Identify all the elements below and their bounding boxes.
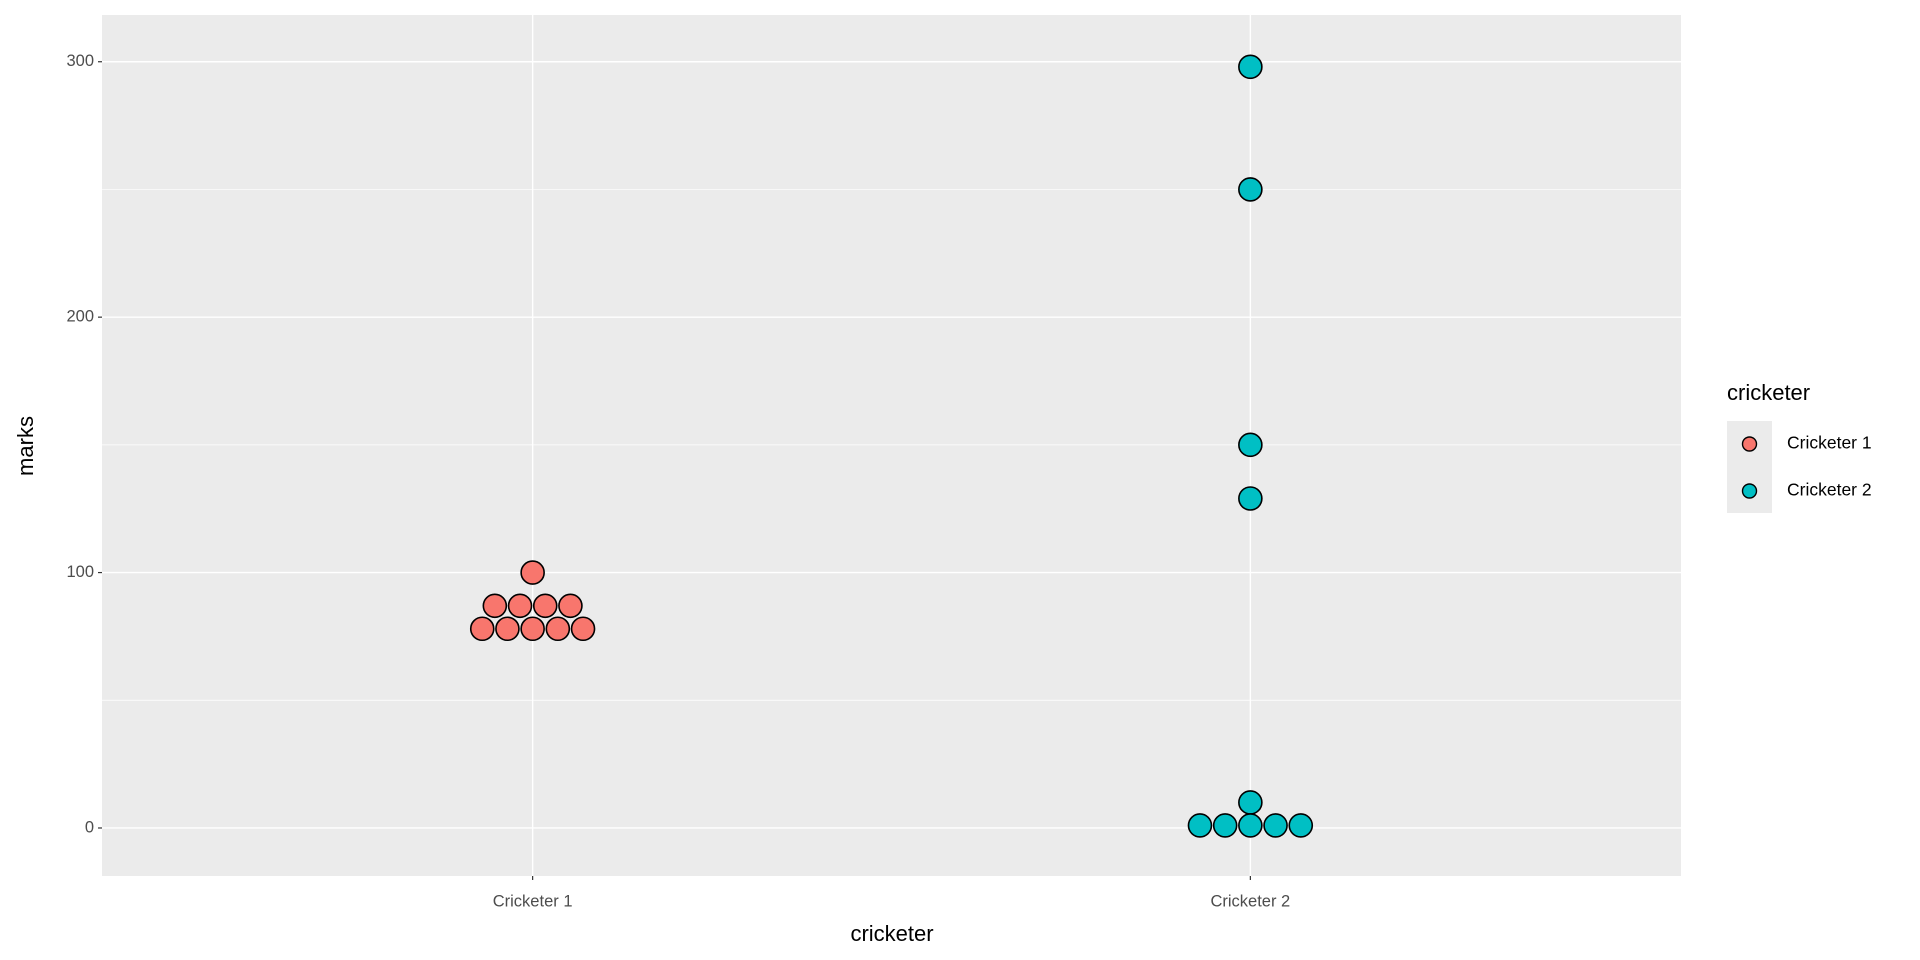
y-tick-label: 200 — [66, 308, 94, 326]
dot — [495, 616, 520, 642]
dot — [520, 616, 545, 642]
y-tick-label: 100 — [66, 563, 94, 581]
y-tick-label: 300 — [66, 52, 94, 70]
dot — [507, 593, 533, 619]
legend-label: Cricketer 2 — [1787, 480, 1872, 500]
plot-panel — [102, 15, 1681, 876]
dot — [532, 593, 558, 619]
dot — [558, 593, 583, 619]
legend-key-background — [1727, 421, 1772, 513]
dot — [469, 616, 495, 642]
legend-label: Cricketer 1 — [1787, 433, 1872, 453]
dot — [1187, 813, 1213, 838]
legend-key — [1741, 436, 1758, 452]
y-tick-label: 0 — [85, 818, 94, 836]
dot — [1212, 813, 1238, 838]
dot — [1288, 813, 1314, 838]
y-axis-title: marks — [13, 416, 38, 476]
dot — [482, 593, 508, 619]
dot — [520, 560, 545, 585]
dot — [1238, 486, 1263, 511]
panel-background — [102, 15, 1681, 876]
x-tick-label: Cricketer 2 — [1210, 892, 1290, 910]
legend-key — [1741, 483, 1758, 499]
dot — [545, 616, 571, 642]
legend-title: cricketer — [1727, 380, 1810, 405]
dot — [1263, 813, 1288, 838]
dot — [1238, 54, 1263, 80]
legend: Cricketer 1 Cricketer 2 — [1727, 421, 1872, 513]
dot — [1238, 177, 1263, 202]
dot — [570, 616, 596, 642]
dot — [1238, 813, 1263, 838]
dot — [1238, 790, 1263, 815]
x-axis-title: cricketer — [850, 921, 933, 946]
x-tick-label: Cricketer 1 — [493, 892, 573, 910]
dot — [1238, 432, 1263, 458]
